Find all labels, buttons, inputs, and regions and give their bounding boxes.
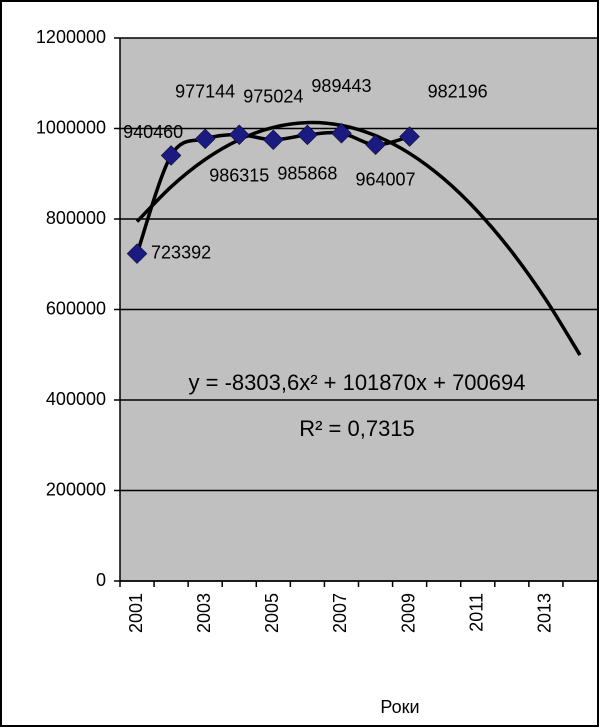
data-label: 985868: [277, 164, 337, 184]
y-tick-label: 0: [96, 570, 106, 590]
y-tick-label: 200000: [46, 479, 106, 499]
x-tick-label: 2007: [330, 593, 350, 633]
r-squared: R² = 0,7315: [299, 416, 415, 441]
data-label: 940460: [123, 122, 183, 142]
y-tick-label: 1200000: [36, 27, 106, 47]
marker: [399, 126, 420, 147]
x-tick-label: 2009: [398, 593, 418, 633]
equation: y = -8303,6x² + 101870x + 700694: [189, 370, 526, 395]
data-label: 982196: [428, 81, 488, 101]
y-tick-label: 600000: [46, 298, 106, 318]
y-tick-label: 1000000: [36, 117, 106, 137]
data-label: 989443: [311, 76, 371, 96]
marker: [331, 122, 352, 144]
marker: [126, 243, 148, 265]
data-label: 977144: [175, 82, 235, 102]
x-tick-label: 2001: [126, 593, 146, 633]
marker: [194, 128, 216, 150]
marker: [297, 124, 318, 146]
trendline: [135, 120, 582, 356]
x-tick-label: 2011: [467, 593, 487, 632]
y-tick-label: 800000: [46, 208, 106, 228]
marker: [160, 145, 182, 166]
data-label: 964007: [355, 170, 415, 190]
data-label: 986315: [209, 165, 269, 185]
data-label: 723392: [151, 242, 211, 262]
x-tick-label: 2003: [194, 593, 214, 633]
marker: [228, 124, 250, 146]
y-tick-label: 400000: [46, 389, 106, 409]
x-tick-label: 2005: [262, 593, 282, 633]
marker: [262, 129, 284, 151]
x-tick-label: 2013: [535, 593, 555, 633]
x-axis-label: Роки: [380, 697, 419, 717]
marker: [365, 134, 386, 156]
data-label: 975024: [243, 87, 303, 107]
